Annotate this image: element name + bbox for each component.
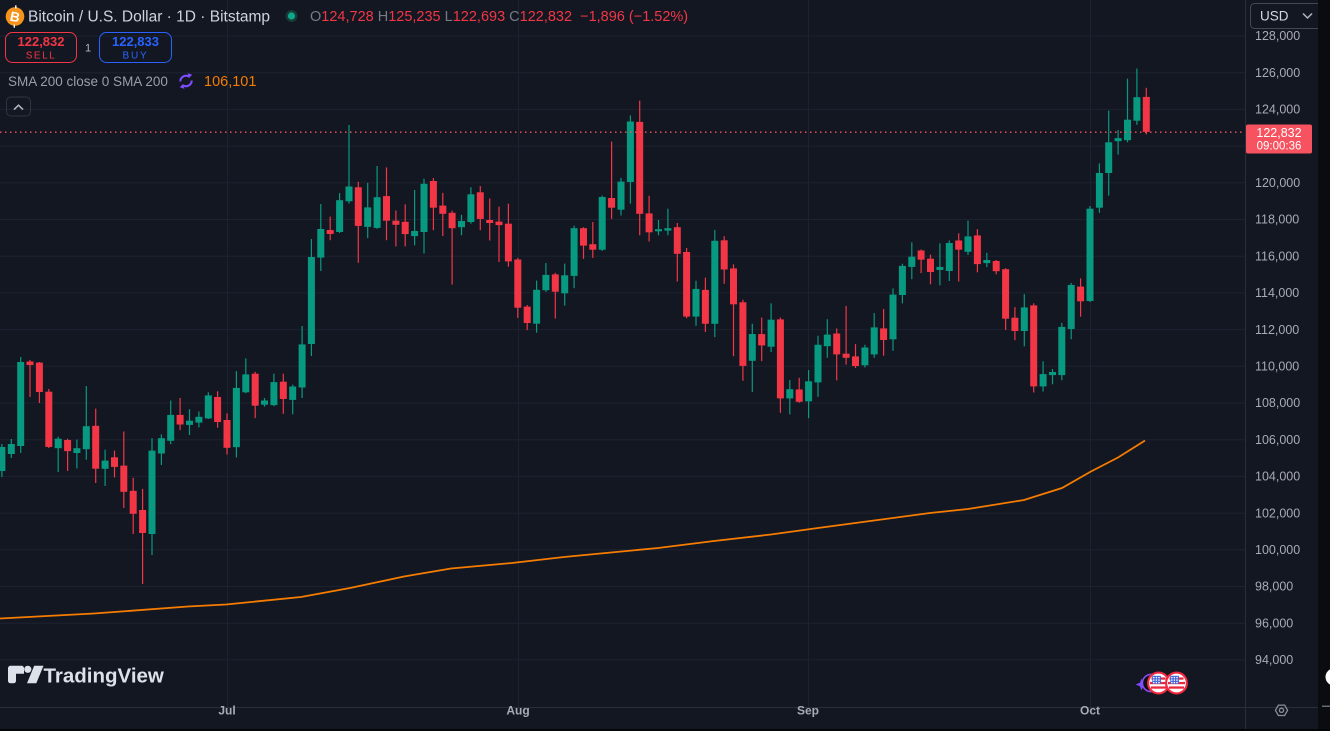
svg-text:Jul: Jul (218, 704, 235, 718)
svg-text:106,000: 106,000 (1255, 433, 1300, 447)
svg-text:Bitcoin / U.S. Dollar · 1D · B: Bitcoin / U.S. Dollar · 1D · Bitstamp (28, 9, 270, 26)
svg-text:108,000: 108,000 (1255, 396, 1300, 410)
svg-text:102,000: 102,000 (1255, 506, 1300, 520)
svg-text:110,000: 110,000 (1255, 360, 1299, 374)
svg-text:98,000: 98,000 (1255, 580, 1293, 594)
svg-text:122,832: 122,832 (18, 34, 65, 49)
svg-text:96,000: 96,000 (1255, 616, 1293, 630)
svg-text:124,000: 124,000 (1255, 103, 1300, 117)
svg-text:116,000: 116,000 (1255, 249, 1299, 263)
svg-text:120,000: 120,000 (1255, 176, 1300, 190)
svg-text:104,000: 104,000 (1255, 470, 1300, 484)
svg-text:106,101: 106,101 (204, 74, 256, 90)
svg-text:SELL: SELL (26, 51, 56, 62)
svg-text:100,000: 100,000 (1255, 543, 1300, 557)
svg-text:B: B (9, 9, 22, 26)
svg-text:122,832: 122,832 (1256, 126, 1301, 140)
svg-text:126,000: 126,000 (1255, 66, 1300, 80)
svg-text:Oct: Oct (1080, 704, 1100, 718)
svg-text:1: 1 (85, 43, 91, 55)
svg-text:SMA 200 close 0 SMA 200: SMA 200 close 0 SMA 200 (8, 74, 168, 89)
svg-text:94,000: 94,000 (1255, 653, 1293, 667)
svg-text:118,000: 118,000 (1255, 213, 1299, 227)
svg-text:114,000: 114,000 (1255, 286, 1299, 300)
svg-text:128,000: 128,000 (1255, 29, 1300, 43)
svg-text:BUY: BUY (123, 51, 149, 62)
svg-text:Sep: Sep (797, 704, 819, 718)
svg-text:USD: USD (1260, 9, 1289, 24)
svg-text:122,833: 122,833 (112, 34, 159, 49)
svg-text:112,000: 112,000 (1255, 323, 1299, 337)
svg-text:TradingView: TradingView (44, 665, 164, 688)
svg-text:09:00:36: 09:00:36 (1257, 141, 1302, 153)
svg-text:O124,728 H125,235 L122,693 C12: O124,728 H125,235 L122,693 C122,832 −1,8… (310, 9, 688, 25)
svg-text:Aug: Aug (506, 704, 529, 718)
